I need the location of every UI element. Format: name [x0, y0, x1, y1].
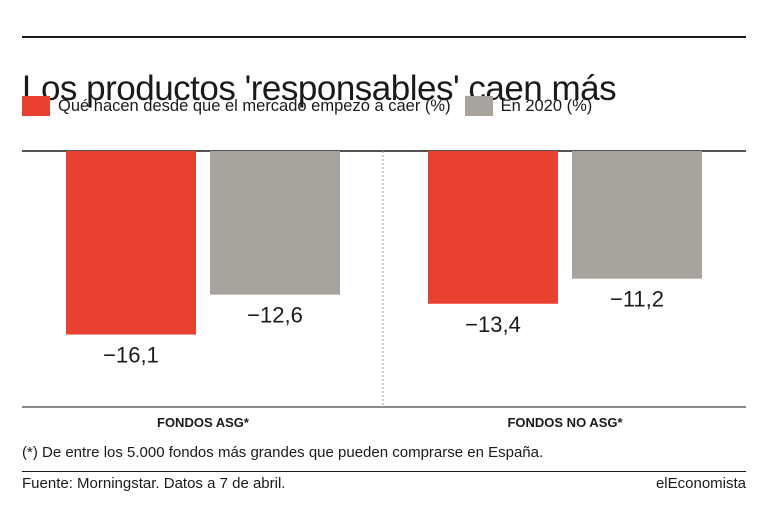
bar-2-series-2: [572, 151, 702, 279]
top-rule: [22, 36, 746, 38]
legend-item-series-1: Qué hacen desde que el mercado empezó a …: [22, 96, 451, 116]
legend-swatch-gray: [464, 96, 493, 116]
bar-chart: −16,1 −12,6 FONDOS ASG* −13,4 −11,2 FONDOS NO…: [22, 150, 746, 430]
bar-2-series-1: [428, 151, 558, 304]
data-label-2-2: −11,2: [610, 287, 664, 312]
legend-label-series-2: En 2020 (%): [500, 96, 593, 115]
bottom-rule: [22, 471, 746, 472]
category-label-1: FONDOS ASG*: [157, 415, 250, 430]
legend: Qué hacen desde que el mercado empezó a …: [22, 96, 606, 116]
data-label-1-2: −12,6: [247, 303, 303, 328]
data-label-1-1: −16,1: [103, 343, 159, 368]
bar-1-series-2: [210, 151, 340, 295]
data-label-2-1: −13,4: [465, 312, 521, 337]
brand-logo-text: elEconomista: [655, 475, 746, 492]
legend-item-series-2: En 2020 (%): [464, 96, 593, 116]
legend-swatch-red: [22, 96, 50, 116]
chart-title: Los productos 'responsables' caen más: [22, 69, 617, 109]
legend-label-series-1: Qué hacen desde que el mercado empezó a …: [58, 96, 451, 115]
bar-1-series-1: [66, 151, 196, 335]
source-note: Fuente: Morningstar. Datos a 7 de abril.: [22, 475, 286, 492]
category-label-2: FONDOS NO ASG*: [507, 415, 623, 430]
footnote: (*) De entre los 5.000 fondos más grande…: [22, 444, 544, 461]
